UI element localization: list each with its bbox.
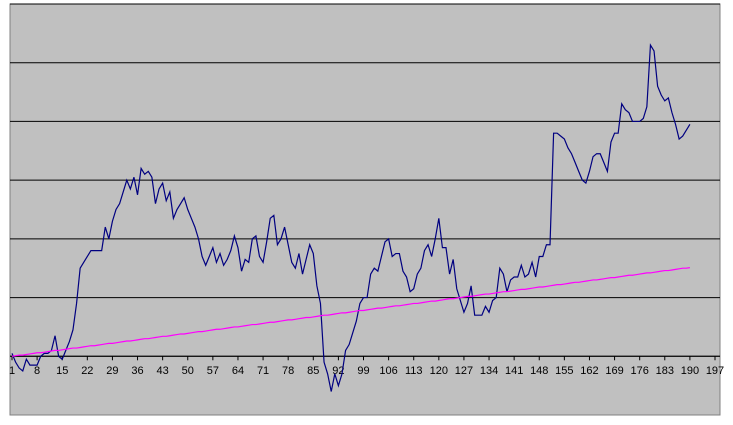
x-tick-label: 183 xyxy=(656,365,674,377)
data-line xyxy=(11,43,691,392)
x-tick-label: 120 xyxy=(430,365,448,377)
x-tick-label: 57 xyxy=(207,365,219,377)
x-tick-label: 99 xyxy=(357,365,369,377)
x-tick-label: 43 xyxy=(157,365,169,377)
x-tick-label: 162 xyxy=(580,365,598,377)
data-line xyxy=(11,267,690,357)
x-tick-label: 29 xyxy=(106,365,118,377)
x-tick-label: 36 xyxy=(131,365,143,377)
x-tick-label: 148 xyxy=(530,365,548,377)
x-tick-label: 113 xyxy=(405,365,423,377)
x-tick-label: 15 xyxy=(56,365,68,377)
x-tick-label: 8 xyxy=(34,365,40,377)
x-tick-label: 176 xyxy=(630,365,648,377)
plot-area xyxy=(9,3,721,416)
x-tick-label: 127 xyxy=(455,365,473,377)
x-tick-label: 190 xyxy=(681,365,699,377)
x-tick-label: 1 xyxy=(9,365,15,377)
x-tick-label: 85 xyxy=(307,365,319,377)
x-tick-label: 141 xyxy=(505,365,523,377)
x-tick-label: 197 xyxy=(706,365,724,377)
x-tick-label: 22 xyxy=(81,365,93,377)
x-tick-label: 50 xyxy=(182,365,194,377)
x-tick-label: 134 xyxy=(480,365,498,377)
x-tick-label: 71 xyxy=(257,365,269,377)
x-tick-label: 106 xyxy=(379,365,397,377)
x-tick-label: 155 xyxy=(555,365,573,377)
x-tick-label: 64 xyxy=(232,365,244,377)
x-tick-label: 78 xyxy=(282,365,294,377)
x-tick-label: 169 xyxy=(605,365,623,377)
